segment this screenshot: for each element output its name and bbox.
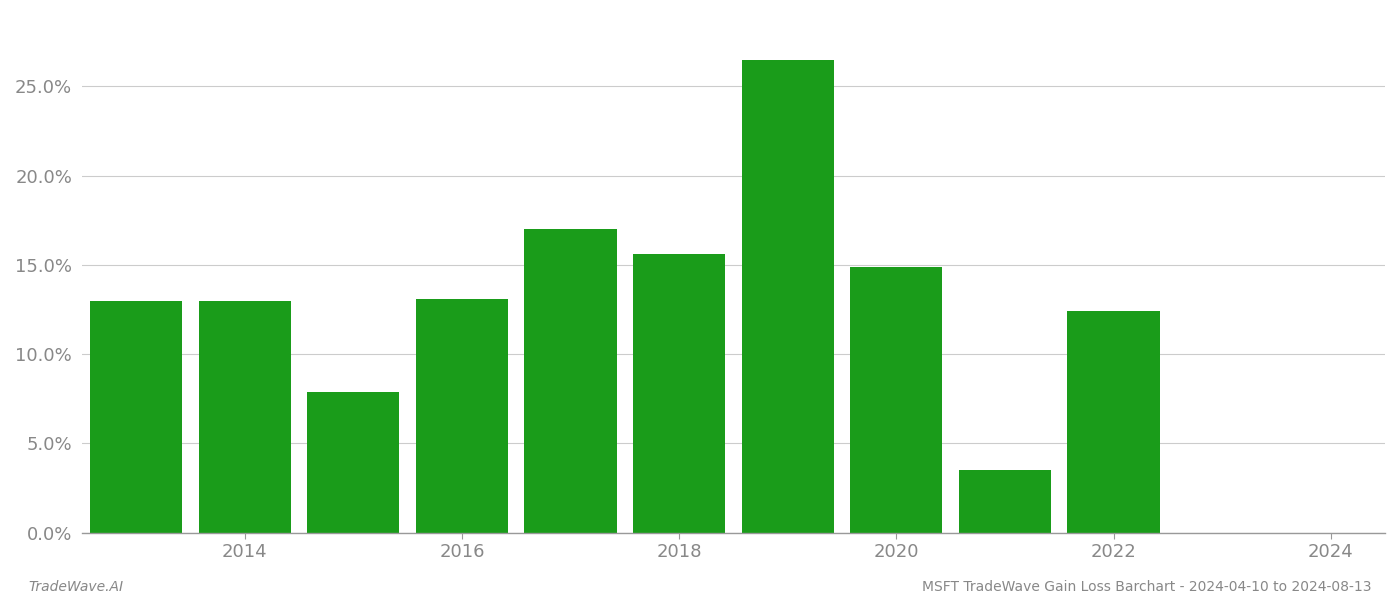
Bar: [742, 59, 834, 533]
Bar: [850, 266, 942, 533]
Bar: [525, 229, 616, 533]
Bar: [90, 301, 182, 533]
Bar: [416, 299, 508, 533]
Text: TradeWave.AI: TradeWave.AI: [28, 580, 123, 594]
Bar: [633, 254, 725, 533]
Text: MSFT TradeWave Gain Loss Barchart - 2024-04-10 to 2024-08-13: MSFT TradeWave Gain Loss Barchart - 2024…: [923, 580, 1372, 594]
Bar: [959, 470, 1051, 533]
Bar: [307, 392, 399, 533]
Bar: [199, 301, 291, 533]
Bar: [1067, 311, 1159, 533]
